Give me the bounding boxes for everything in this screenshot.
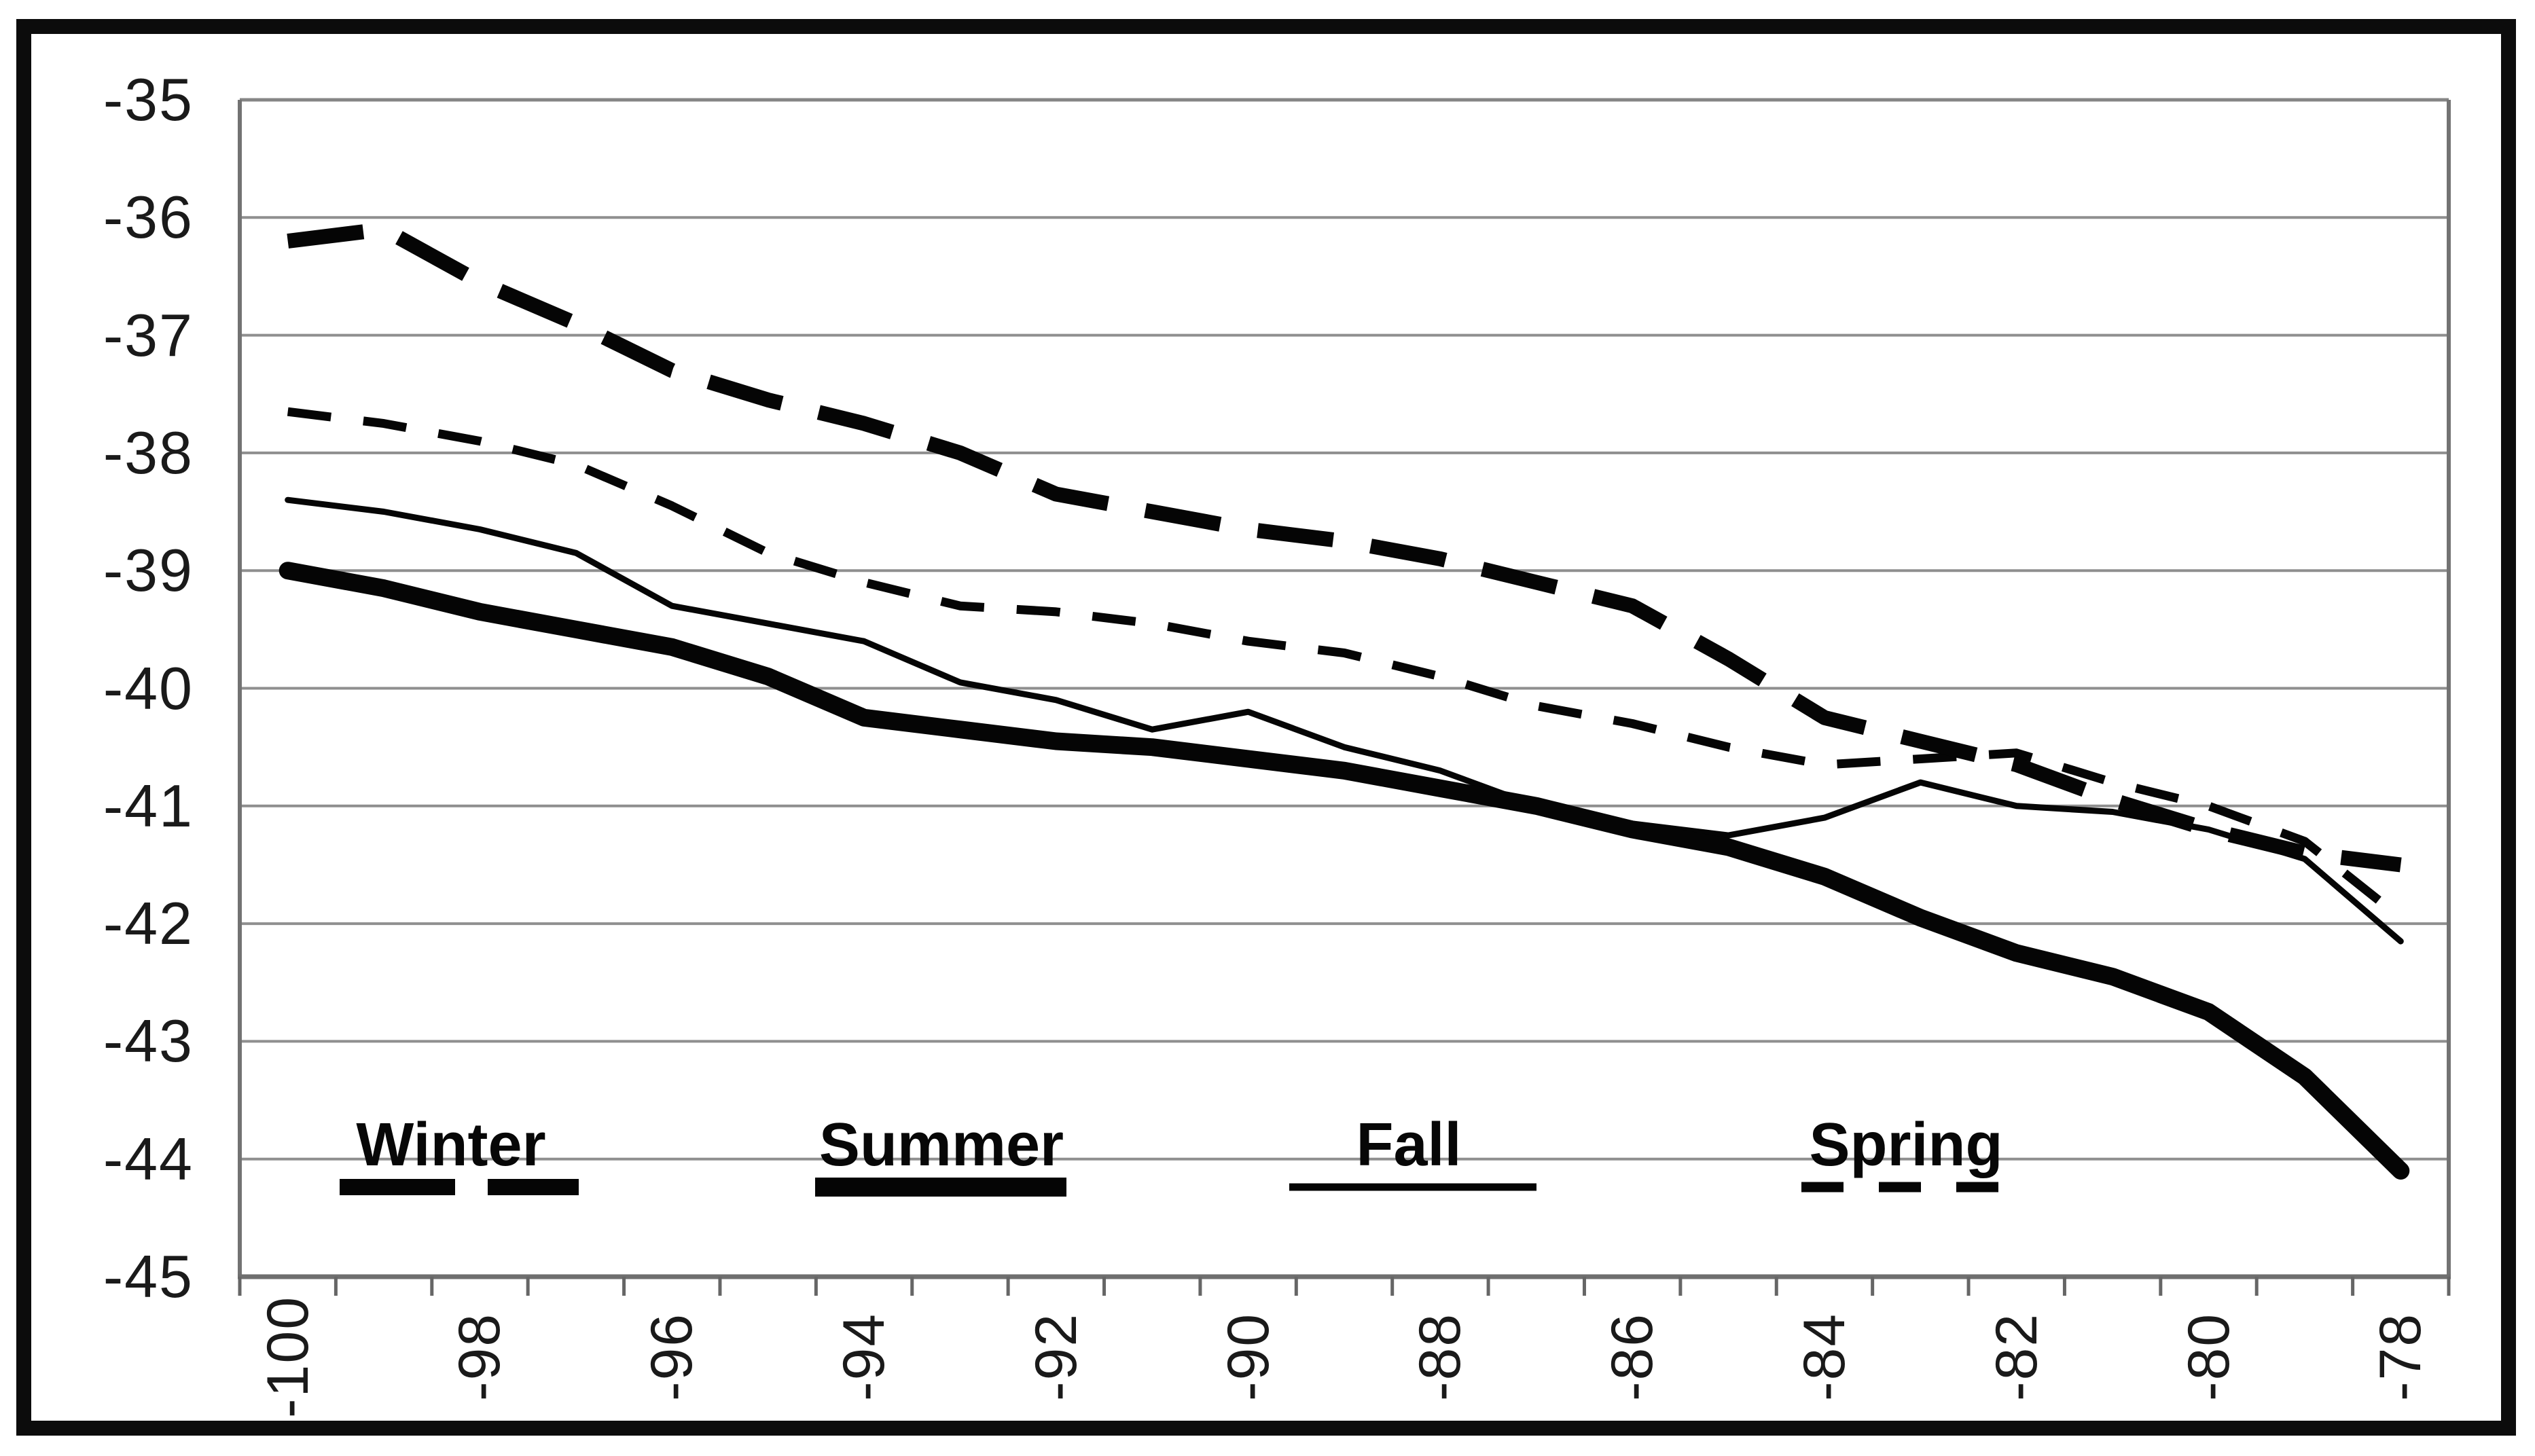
series-line-winter	[287, 221, 2402, 873]
series-line-fall	[285, 496, 2404, 945]
series-line-summer	[278, 562, 2410, 1180]
series-line-spring	[287, 407, 2404, 922]
